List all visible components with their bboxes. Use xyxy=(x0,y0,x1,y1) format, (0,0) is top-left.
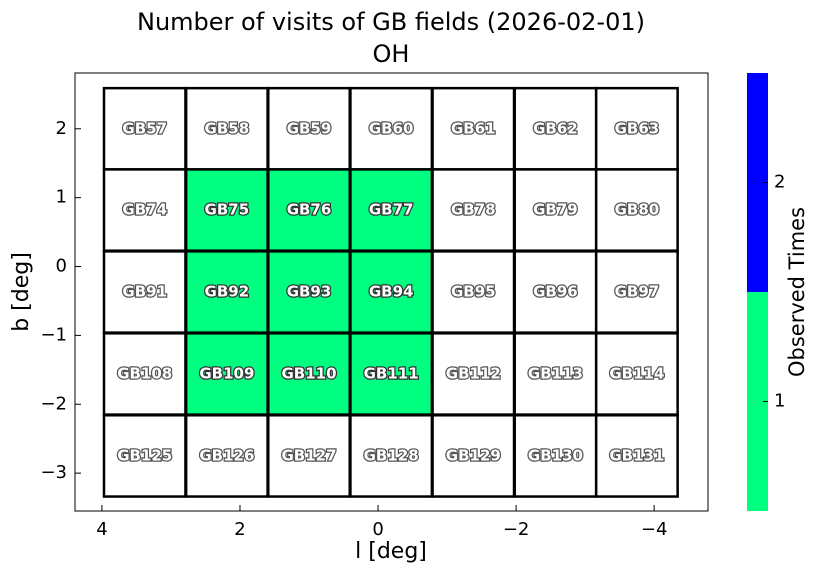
field-label: GB74 xyxy=(122,201,167,219)
field-label: GB125 xyxy=(117,446,172,464)
field-label: GB108 xyxy=(117,364,172,382)
field-label: GB57 xyxy=(122,119,167,137)
field-label: GB114 xyxy=(609,364,664,382)
x-axis-label: l [deg] xyxy=(355,539,427,564)
field-cell xyxy=(102,86,187,171)
field-label: GB131 xyxy=(609,446,664,464)
field-cell xyxy=(267,250,351,334)
field-label: GB62 xyxy=(533,119,578,137)
field-label: GB113 xyxy=(528,364,583,382)
plot-frame xyxy=(74,72,709,512)
field-label: GB77 xyxy=(369,201,414,219)
field-label: GB92 xyxy=(205,283,250,301)
field-label: GB93 xyxy=(287,283,332,301)
field-label: GB128 xyxy=(364,446,419,464)
field-cell xyxy=(184,86,269,171)
y-axis-label: b [deg] xyxy=(9,252,34,332)
field-label: GB91 xyxy=(122,283,167,301)
field-label: GB129 xyxy=(446,446,501,464)
field-label: GB109 xyxy=(199,364,254,382)
field-label: GB59 xyxy=(287,119,332,137)
x-tick-label: 2 xyxy=(234,519,245,540)
field-cell xyxy=(594,414,679,498)
field-cell xyxy=(513,250,598,334)
field-cell xyxy=(267,168,351,252)
y-tick-label: −1 xyxy=(40,324,67,345)
field-label: GB80 xyxy=(615,201,660,219)
field-cell xyxy=(184,332,269,416)
field-cell xyxy=(594,250,679,334)
field-cell xyxy=(594,168,679,252)
field-label: GB127 xyxy=(281,446,336,464)
field-cell xyxy=(513,332,598,416)
field-label: GB78 xyxy=(451,201,496,219)
y-tick-label: −3 xyxy=(40,462,67,483)
y-tick-label: 2 xyxy=(56,118,67,139)
field-cell xyxy=(431,168,516,252)
x-tick-label: 0 xyxy=(372,519,383,540)
x-tick-label: −4 xyxy=(641,519,668,540)
field-label: GB126 xyxy=(199,446,254,464)
colorbar-segment xyxy=(747,292,768,511)
chart-title: Number of visits of GB fields (2026-02-0… xyxy=(137,8,645,36)
field-cell xyxy=(102,332,187,416)
field-label: GB110 xyxy=(281,364,336,382)
chart-subtitle: OH xyxy=(373,40,410,68)
field-cell xyxy=(431,250,516,334)
field-label: GB111 xyxy=(364,364,419,382)
field-label: GB76 xyxy=(287,201,332,219)
field-label: GB75 xyxy=(205,201,250,219)
field-label: GB79 xyxy=(533,201,578,219)
field-label: GB95 xyxy=(451,283,496,301)
colorbar-tick-label: 1 xyxy=(774,391,785,412)
field-label: GB94 xyxy=(369,283,414,301)
field-label: GB97 xyxy=(615,283,660,301)
y-tick-label: 0 xyxy=(56,256,67,277)
field-cell xyxy=(184,250,269,334)
colorbar-tick-label: 2 xyxy=(774,172,785,193)
x-tick-label: −2 xyxy=(503,519,530,540)
colorbar-segment xyxy=(747,73,768,292)
y-tick-label: −2 xyxy=(40,393,67,414)
colorbar-label: Observed Times xyxy=(785,207,809,377)
field-label: GB60 xyxy=(369,119,414,137)
field-cell xyxy=(513,86,598,171)
field-label: GB96 xyxy=(533,283,578,301)
field-label: GB61 xyxy=(451,119,496,137)
field-label: GB63 xyxy=(615,119,660,137)
x-tick-label: 4 xyxy=(96,519,107,540)
y-tick-label: 1 xyxy=(56,187,67,208)
field-label: GB112 xyxy=(446,364,501,382)
field-cell xyxy=(267,414,351,498)
field-cell xyxy=(513,414,598,498)
field-cell xyxy=(102,414,187,498)
field-cell xyxy=(102,168,187,252)
field-label: GB130 xyxy=(528,446,583,464)
field-label: GB58 xyxy=(205,119,250,137)
